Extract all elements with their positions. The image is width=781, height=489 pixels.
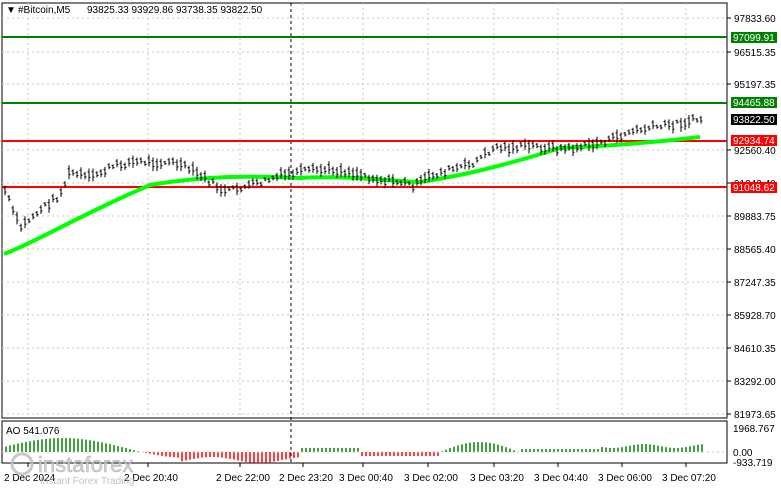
price-tick-label: 84610.35 <box>734 344 776 355</box>
indicator-plot-frame <box>1 420 728 464</box>
red-bottom-price-tag <box>731 182 777 193</box>
time-tick-label: 2 Dec 22:00 <box>216 473 270 484</box>
price-tick-label: 83292.00 <box>734 377 776 388</box>
symbol-label: #Bitcoin,M5 <box>18 5 71 16</box>
current-price-label: 93822.50 <box>733 115 775 126</box>
time-tick-label: 2 Dec 2024 <box>4 473 56 484</box>
price-axis: 97833.6096515.3595197.3592560.4091242.40… <box>727 14 776 421</box>
instaforex-logo: instaforex Instant Forex Trading <box>10 452 135 487</box>
price-tick-label: 87247.35 <box>734 278 776 289</box>
green-mid-price-label: 94465.88 <box>733 98 775 109</box>
green-top-price-label: 97099.91 <box>733 33 775 44</box>
ao-indicator-label: AO 541.076 <box>6 426 60 437</box>
menu-arrow-icon[interactable]: ▼ <box>6 5 16 16</box>
price-tick-label: 95197.35 <box>734 80 776 91</box>
time-tick-label: 3 Dec 00:40 <box>339 473 393 484</box>
ao-tick-min: -933.719 <box>733 458 773 469</box>
grid <box>2 3 727 418</box>
awesome-oscillator-histogram <box>5 438 703 463</box>
time-tick-label: 2 Dec 20:40 <box>124 473 178 484</box>
ohlc-values: 93825.33 93929.86 93738.35 93822.50 <box>87 5 263 16</box>
time-tick-label: 3 Dec 06:00 <box>598 473 652 484</box>
price-tick-label: 81973.65 <box>734 410 776 421</box>
price-bars <box>3 113 703 232</box>
price-tick-label: 96515.35 <box>734 48 776 59</box>
current-price-tag <box>731 114 777 125</box>
time-tick-label: 3 Dec 04:40 <box>534 473 588 484</box>
time-tick-label: 2 Dec 23:20 <box>279 473 333 484</box>
main-plot-frame <box>1 2 728 419</box>
price-tick-label: 85928.70 <box>734 311 776 322</box>
red-top-price-tag <box>731 135 777 146</box>
price-tick-label: 88565.40 <box>734 245 776 256</box>
price-tick-label: 97833.60 <box>734 14 776 25</box>
green-mid-price-tag <box>731 97 777 108</box>
time-tick-label: 3 Dec 02:00 <box>404 473 458 484</box>
time-tick-label: 3 Dec 07:20 <box>662 473 716 484</box>
ao-tick-max: 1968.767 <box>733 424 775 435</box>
price-tick-label: 92560.40 <box>734 146 776 157</box>
time-tick-label: 3 Dec 03:20 <box>470 473 524 484</box>
watermark-brand: instaforex <box>38 452 133 477</box>
ao-tick-zero: 0.00 <box>733 448 753 459</box>
watermark-tagline: Instant Forex Trading <box>40 476 135 487</box>
red-bottom-price-label: 91048.62 <box>733 183 775 194</box>
price-tick-label: 89883.75 <box>734 212 776 223</box>
green-top-price-tag <box>731 32 777 43</box>
red-top-price-label: 92934.74 <box>733 136 775 147</box>
logo-circle-icon <box>10 452 34 476</box>
time-axis: 2 Dec 2024 2 Dec 20:40 2 Dec 22:00 2 Dec 23… <box>4 463 716 484</box>
